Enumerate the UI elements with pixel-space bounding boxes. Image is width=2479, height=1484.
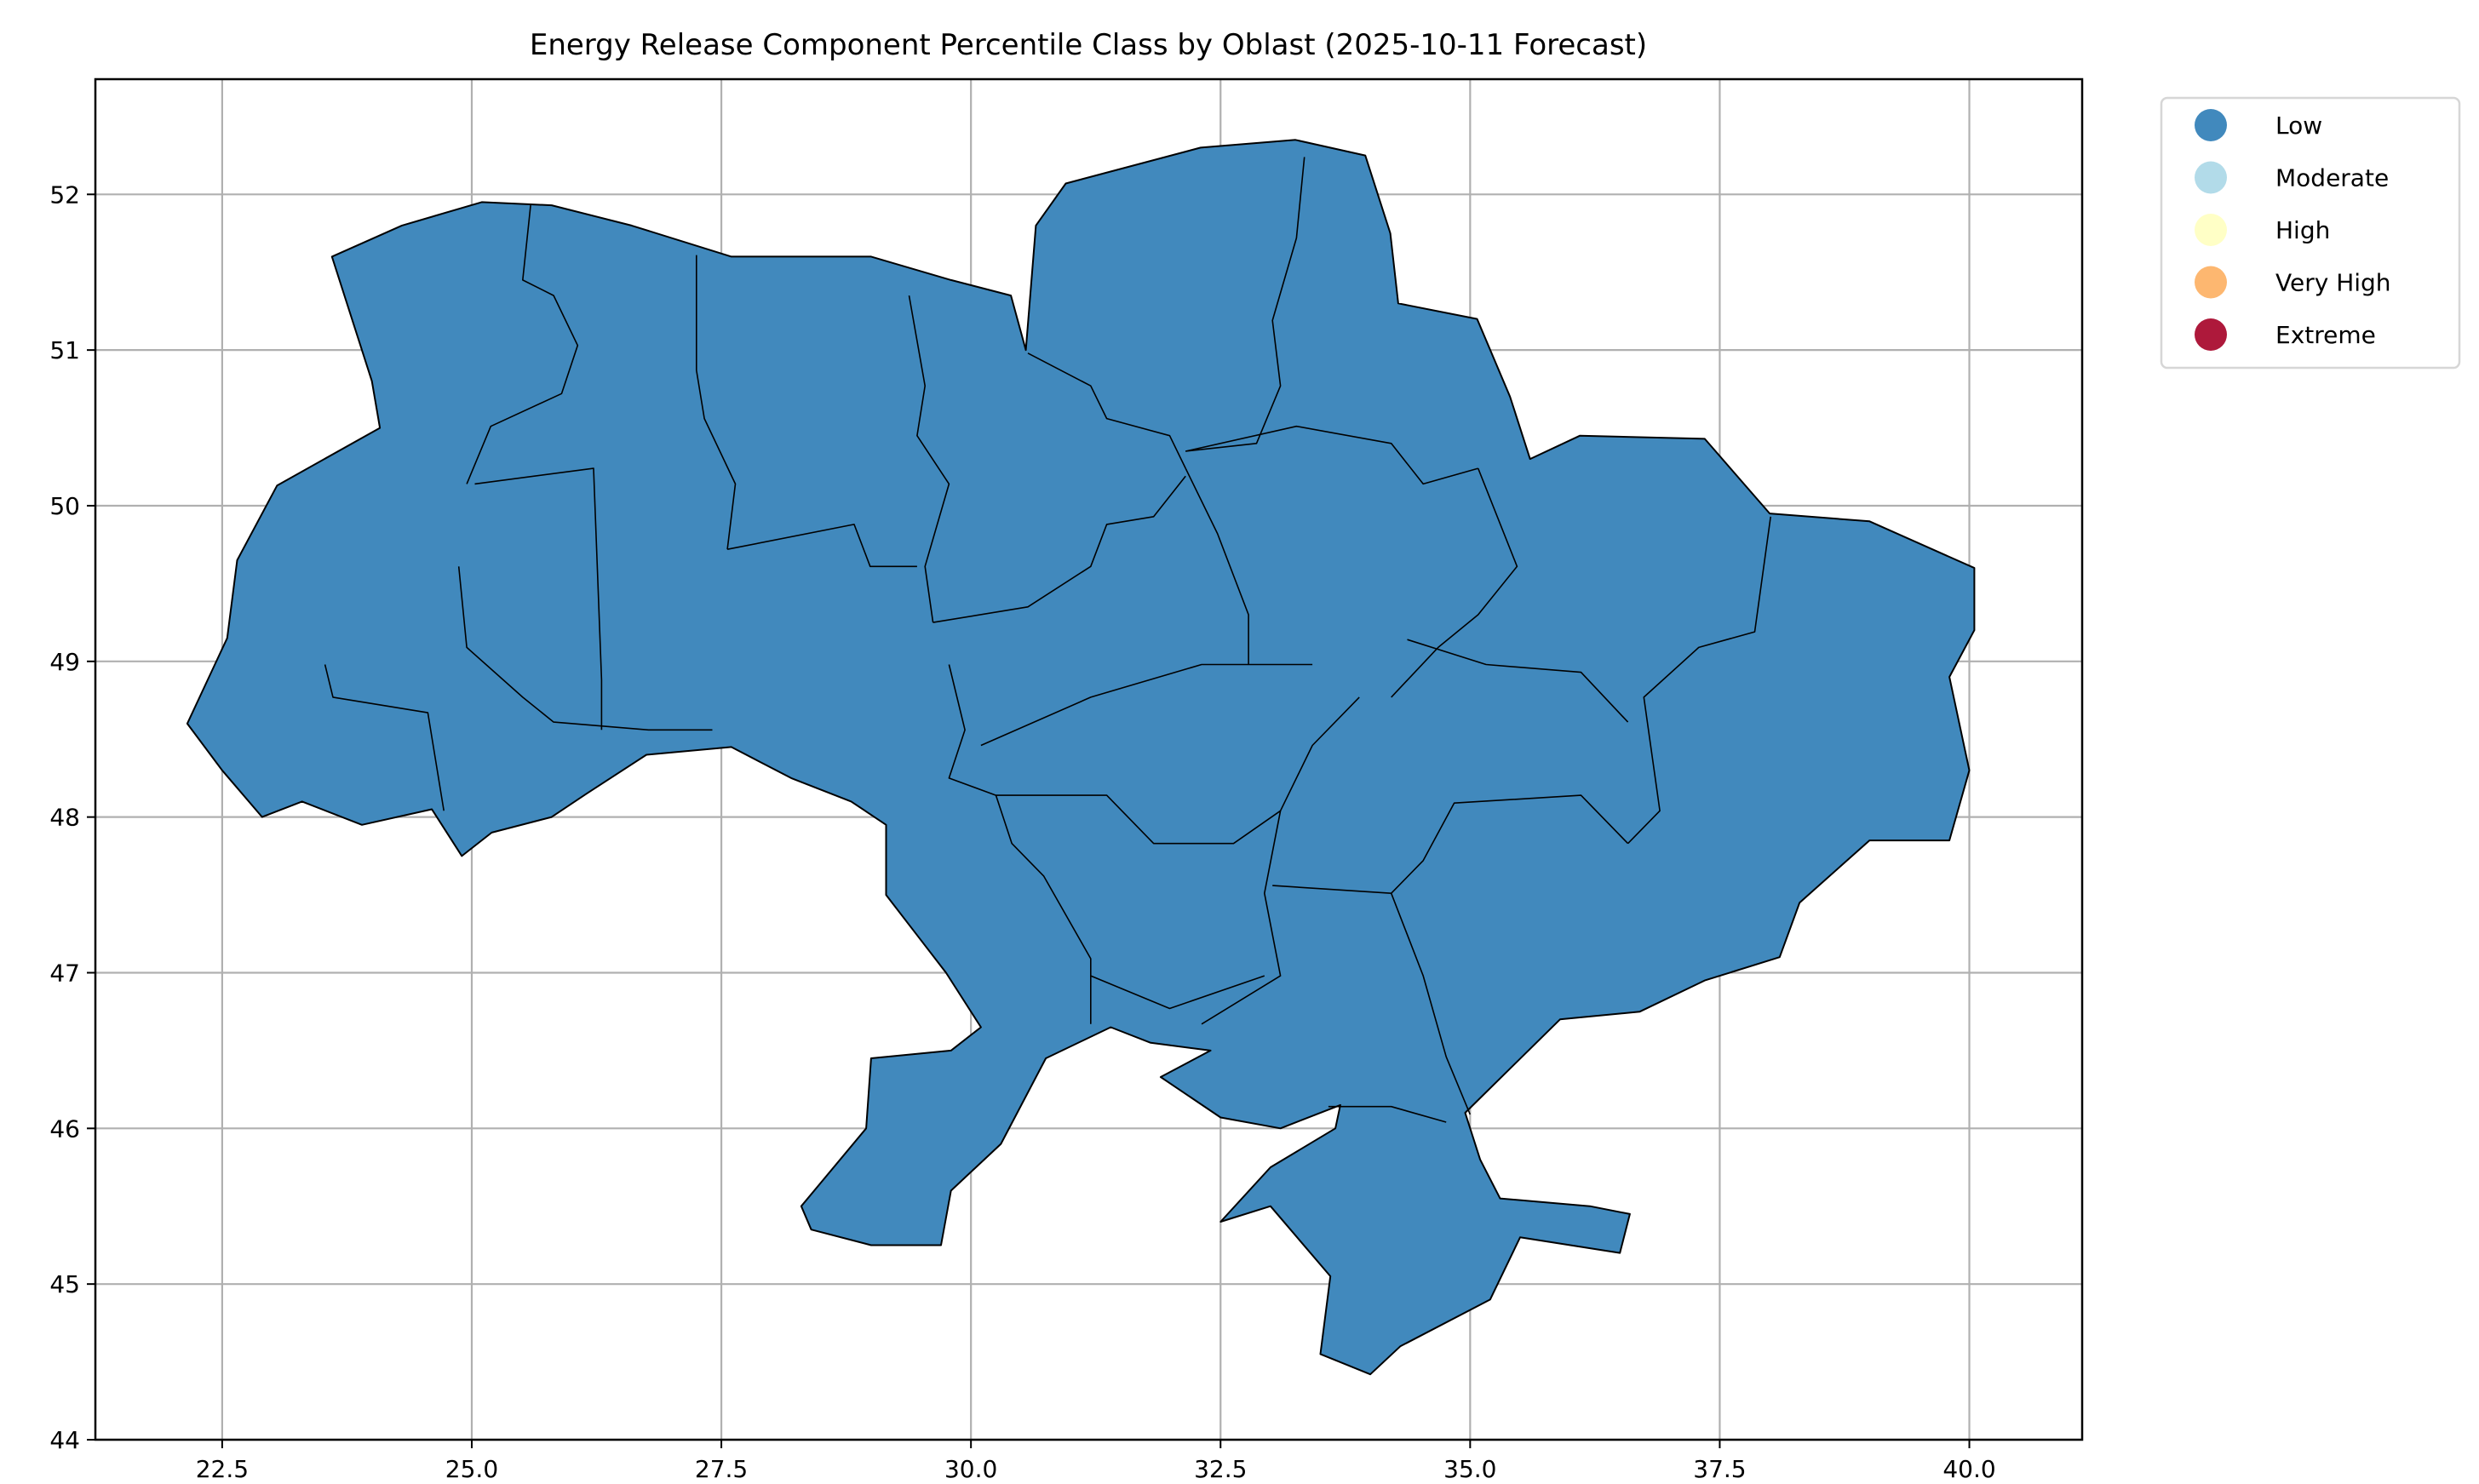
oblast-border (1390, 892, 1472, 1115)
oblast-border (1185, 425, 1478, 485)
oblast-border (1201, 811, 1282, 1025)
oblast-border (948, 664, 1360, 845)
oblast-border (457, 566, 713, 731)
y-tick-label: 48 (49, 804, 80, 832)
oblast-border (1185, 157, 1305, 452)
oblast-border (726, 524, 917, 568)
x-tick-label: 27.5 (695, 1455, 748, 1483)
legend-marker-low (2195, 109, 2227, 141)
oblast-border (1407, 639, 1629, 723)
oblast-border (474, 467, 603, 731)
x-tick-label: 35.0 (1443, 1455, 1496, 1483)
x-tick-label: 32.5 (1194, 1455, 1247, 1483)
legend-label: Very High (2275, 269, 2391, 297)
x-tick-label: 25.0 (445, 1455, 498, 1483)
oblast-border (1185, 467, 1249, 665)
legend-label: High (2275, 216, 2330, 244)
plot-frame (94, 77, 2084, 1441)
legend-marker-very-high (2195, 266, 2227, 299)
y-tick-label: 45 (49, 1270, 80, 1298)
oblast-border (995, 794, 1092, 1024)
oblast-border (1272, 794, 1629, 894)
y-tick-label: 47 (49, 959, 80, 987)
legend-label: Moderate (2275, 164, 2389, 192)
legend-label: Low (2275, 112, 2322, 140)
oblast-border (908, 295, 950, 623)
legend-marker-moderate (2195, 161, 2227, 194)
y-tick-label: 51 (49, 336, 80, 364)
oblast-border (324, 664, 445, 811)
oblast-border (1027, 352, 1186, 469)
oblast-border (1391, 467, 1518, 698)
y-tick-label: 46 (49, 1114, 80, 1143)
country-outline (186, 139, 1976, 1376)
y-tick-label: 50 (49, 492, 80, 520)
y-axis: 44 45 46 47 48 49 50 51 52 (49, 180, 95, 1454)
x-axis: 22.5 25.0 27.5 30.0 32.5 35.0 37.5 40.0 (196, 1440, 1996, 1483)
chart-title: Energy Release Component Percentile Clas… (530, 28, 1647, 62)
legend-label: Extreme (2275, 321, 2376, 349)
y-tick-label: 52 (49, 180, 80, 209)
oblast-border (466, 205, 579, 484)
legend: Low Moderate High Very High Extreme (2160, 96, 2461, 370)
y-tick-label: 49 (49, 648, 80, 676)
oblast-border (1328, 1105, 1447, 1123)
x-tick-label: 22.5 (196, 1455, 249, 1483)
oblast-border (932, 475, 1186, 623)
oblast-border (1627, 516, 1771, 845)
x-tick-label: 37.5 (1693, 1455, 1746, 1483)
map-layer (186, 139, 1976, 1376)
y-tick-label: 44 (49, 1426, 80, 1454)
x-tick-label: 40.0 (1942, 1455, 1995, 1483)
legend-marker-extreme (2195, 318, 2227, 351)
oblast-border (980, 663, 1313, 747)
oblast-border (1090, 975, 1265, 1010)
x-tick-label: 30.0 (944, 1455, 997, 1483)
oblast-border (695, 255, 737, 550)
legend-box (2160, 96, 2461, 370)
legend-marker-high (2195, 214, 2227, 246)
